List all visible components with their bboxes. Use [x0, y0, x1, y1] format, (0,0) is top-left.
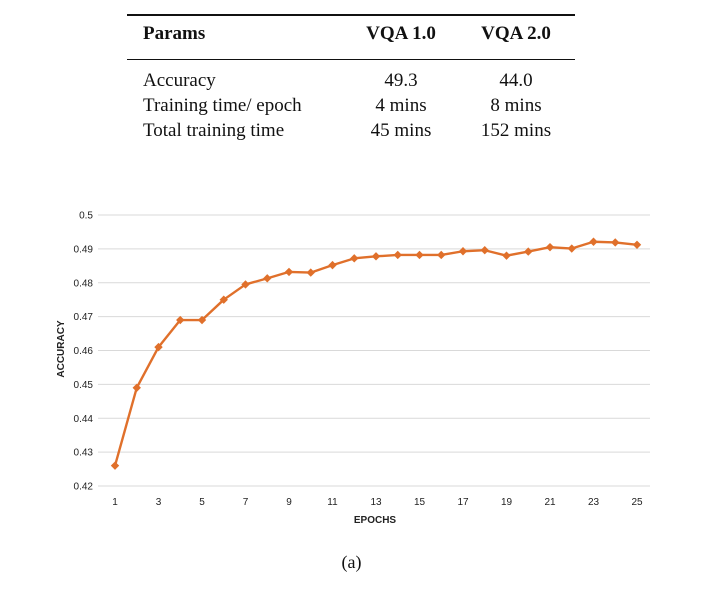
- data-point-marker: [524, 247, 533, 256]
- x-tick-label: 21: [544, 497, 556, 508]
- data-point-marker: [350, 254, 359, 263]
- x-tick-label: 13: [370, 497, 382, 508]
- x-tick-label: 25: [631, 497, 643, 508]
- data-point-marker: [197, 315, 207, 325]
- data-point-marker: [502, 251, 511, 260]
- table-top-rule: [127, 14, 575, 16]
- table-row: Total training time 45 mins 152 mins: [127, 119, 575, 144]
- data-point-marker: [632, 240, 642, 250]
- x-tick-label: 23: [588, 497, 600, 508]
- x-tick-label: 11: [327, 497, 338, 508]
- data-point-marker: [393, 250, 402, 260]
- table-row: Accuracy 49.3 44.0: [127, 69, 575, 94]
- table-cell: 45 mins: [370, 120, 432, 142]
- x-axis-title: EPOCHS: [354, 515, 397, 526]
- x-axis-ticks: 1 3 5 7 9 11 13 15 17 19 21 23 25: [112, 497, 643, 508]
- data-point-marker: [437, 250, 446, 260]
- data-point-marker: [611, 238, 620, 247]
- data-point-marker: [263, 274, 272, 283]
- table-cell: Accuracy: [143, 70, 216, 92]
- x-tick-label: 17: [457, 497, 469, 508]
- x-tick-label: 7: [243, 497, 249, 508]
- y-tick-label: 0.45: [74, 380, 94, 391]
- data-point-marker: [371, 252, 381, 261]
- x-tick-label: 19: [501, 497, 513, 508]
- table-cell: Total training time: [143, 120, 285, 142]
- data-point-marker: [110, 461, 120, 470]
- data-point-marker: [545, 242, 555, 252]
- y-axis-ticks: 0.42 0.43 0.44 0.45 0.46 0.47 0.48 0.49 0.5: [74, 211, 94, 493]
- x-tick-label: 1: [112, 497, 118, 508]
- data-point-marker: [241, 280, 250, 289]
- table-header-cell: Params: [143, 22, 206, 44]
- data-point-marker: [132, 383, 141, 392]
- data-point-marker: [154, 342, 163, 352]
- data-point-marker: [458, 247, 468, 256]
- data-point-marker: [415, 250, 424, 260]
- table-body: Accuracy 49.3 44.0 Training time/ epoch …: [127, 60, 575, 147]
- data-point-marker: [306, 268, 315, 277]
- y-tick-label: 0.48: [74, 278, 94, 289]
- data-point-marker: [176, 315, 185, 325]
- params-table: Params VQA 1.0 VQA 2.0 Accuracy 49.3 44.…: [127, 14, 575, 147]
- y-tick-label: 0.42: [74, 482, 94, 493]
- data-point-marker: [589, 237, 598, 246]
- table-cell: Training time/ epoch: [143, 95, 302, 117]
- table-cell: 44.0: [499, 70, 533, 92]
- y-axis-title: ACCURACY: [56, 320, 67, 378]
- x-tick-label: 3: [156, 497, 162, 508]
- y-tick-label: 0.44: [74, 414, 94, 425]
- x-tick-label: 5: [199, 497, 205, 508]
- y-tick-label: 0.49: [74, 244, 94, 255]
- table-cell: 49.3: [384, 70, 418, 92]
- series-line: [113, 240, 638, 466]
- table-row: Training time/ epoch 4 mins 8 mins: [127, 94, 575, 119]
- table-cell: 4 mins: [375, 95, 427, 117]
- data-point-marker: [284, 267, 294, 277]
- data-point-marker: [567, 244, 576, 253]
- table-cell: 152 mins: [480, 120, 552, 142]
- x-tick-label: 15: [414, 497, 426, 508]
- y-tick-label: 0.43: [74, 448, 94, 459]
- data-point-marker: [219, 295, 228, 304]
- figure-caption: (a): [341, 552, 362, 572]
- data-point-marker: [480, 246, 489, 255]
- x-tick-label: 9: [286, 497, 292, 508]
- table-header-cell: VQA 2.0: [481, 22, 551, 44]
- table-header-row: Params VQA 1.0 VQA 2.0: [127, 16, 575, 52]
- data-point-marker: [328, 260, 337, 270]
- table-cell: 8 mins: [490, 95, 542, 117]
- y-tick-label: 0.46: [74, 346, 94, 357]
- y-tick-label: 0.5: [79, 211, 93, 222]
- table-header-cell: VQA 1.0: [366, 22, 436, 44]
- series-accuracy: [110, 237, 642, 470]
- table-mid-rule: [127, 58, 575, 60]
- y-tick-label: 0.47: [74, 312, 94, 323]
